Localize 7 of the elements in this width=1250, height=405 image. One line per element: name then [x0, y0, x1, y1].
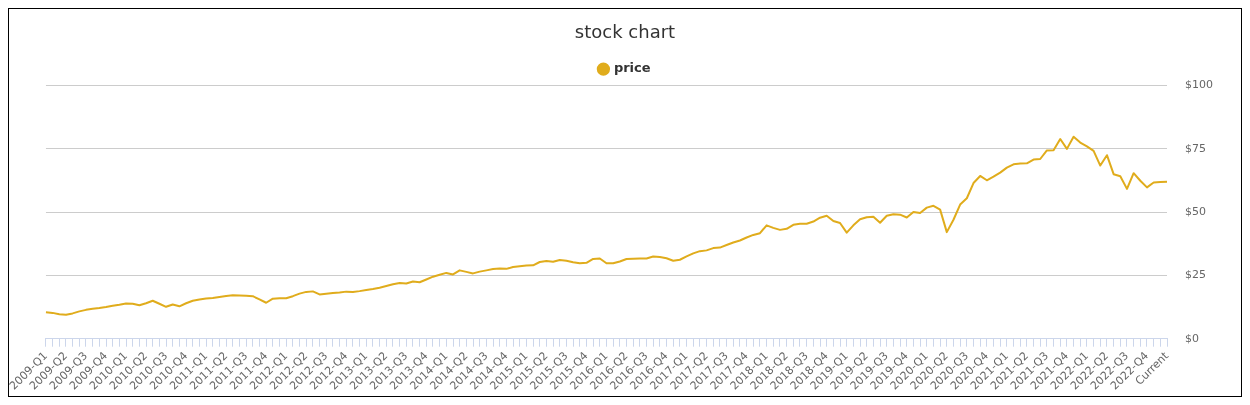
chart-title: stock chart	[574, 21, 676, 43]
y-tick-label: $0	[1185, 331, 1200, 345]
y-tick-label: $25	[1185, 268, 1207, 282]
legend-label: price	[613, 60, 651, 76]
y-tick-label: $50	[1185, 205, 1207, 219]
y-tick-label: $75	[1185, 141, 1207, 155]
y-tick-label: $100	[1185, 78, 1214, 92]
